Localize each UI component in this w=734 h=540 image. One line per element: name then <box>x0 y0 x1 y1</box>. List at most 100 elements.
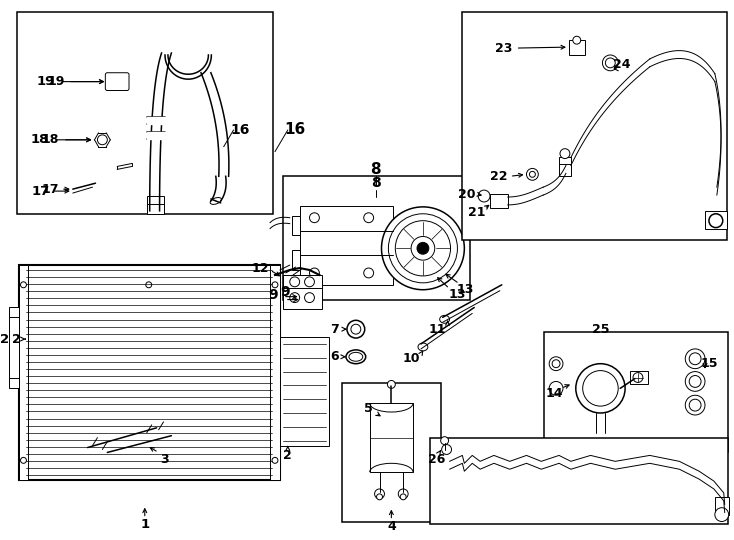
Bar <box>147 196 164 214</box>
Bar <box>544 332 727 453</box>
Text: 10: 10 <box>402 352 420 365</box>
Circle shape <box>633 373 643 382</box>
Ellipse shape <box>210 198 222 205</box>
Bar <box>280 337 330 445</box>
Bar <box>630 370 648 384</box>
Text: 9: 9 <box>280 285 290 299</box>
Bar <box>490 194 508 208</box>
Text: 2: 2 <box>283 449 292 462</box>
Bar <box>18 265 280 480</box>
Circle shape <box>146 282 152 288</box>
Ellipse shape <box>349 353 363 361</box>
Circle shape <box>400 494 406 500</box>
Circle shape <box>347 320 365 338</box>
Text: 5: 5 <box>364 402 373 415</box>
Text: 4: 4 <box>387 520 396 533</box>
Circle shape <box>715 508 729 522</box>
Circle shape <box>382 207 465 290</box>
Text: 1: 1 <box>140 518 149 531</box>
Circle shape <box>388 381 396 388</box>
Bar <box>569 40 585 55</box>
Circle shape <box>560 148 570 159</box>
Text: 23: 23 <box>495 42 512 55</box>
Circle shape <box>272 282 278 288</box>
Circle shape <box>606 58 615 68</box>
Circle shape <box>686 349 705 369</box>
Text: 9: 9 <box>268 288 277 302</box>
Text: 2: 2 <box>0 333 9 346</box>
Bar <box>370 403 413 472</box>
Circle shape <box>573 36 581 44</box>
Text: 25: 25 <box>592 323 609 336</box>
Circle shape <box>21 457 26 463</box>
Circle shape <box>549 381 563 395</box>
Circle shape <box>603 55 618 71</box>
Circle shape <box>351 324 361 334</box>
Circle shape <box>364 213 374 222</box>
Text: 17: 17 <box>41 183 59 195</box>
Text: 8: 8 <box>370 162 381 177</box>
Ellipse shape <box>440 315 449 323</box>
Circle shape <box>689 353 701 364</box>
Text: 13: 13 <box>457 283 474 296</box>
Circle shape <box>686 395 705 415</box>
Text: 21: 21 <box>468 206 486 219</box>
Text: 3: 3 <box>160 453 169 466</box>
Text: 16: 16 <box>284 123 305 138</box>
Circle shape <box>552 360 560 368</box>
Circle shape <box>310 268 319 278</box>
Circle shape <box>411 237 435 260</box>
Text: 18: 18 <box>41 133 59 146</box>
Bar <box>715 497 729 515</box>
Circle shape <box>374 489 385 499</box>
Circle shape <box>290 277 299 287</box>
Circle shape <box>290 293 299 302</box>
Circle shape <box>583 370 618 406</box>
Circle shape <box>689 399 701 411</box>
Circle shape <box>388 214 457 283</box>
Text: 17: 17 <box>31 185 49 198</box>
Circle shape <box>575 364 625 413</box>
Circle shape <box>396 221 451 276</box>
Bar <box>283 176 470 300</box>
Circle shape <box>570 41 584 55</box>
Circle shape <box>440 437 448 444</box>
Circle shape <box>305 293 314 302</box>
Bar <box>147 132 164 139</box>
Circle shape <box>686 372 705 392</box>
Text: 12: 12 <box>252 261 269 274</box>
Text: 18: 18 <box>31 133 49 146</box>
Bar <box>18 265 29 480</box>
Bar <box>342 383 440 522</box>
Bar <box>299 206 393 285</box>
Text: 16: 16 <box>230 123 250 137</box>
Text: 11: 11 <box>429 323 446 336</box>
Circle shape <box>478 190 490 202</box>
Circle shape <box>549 357 563 370</box>
Text: 20: 20 <box>457 187 475 200</box>
Circle shape <box>529 171 535 177</box>
Bar <box>291 216 299 235</box>
Circle shape <box>302 290 311 300</box>
Bar <box>705 211 727 228</box>
Text: 15: 15 <box>700 357 718 370</box>
Bar <box>17 11 273 214</box>
Circle shape <box>494 197 502 205</box>
Text: 13: 13 <box>448 288 466 301</box>
Circle shape <box>399 489 408 499</box>
Bar <box>9 307 18 388</box>
Bar <box>430 437 727 524</box>
Text: 24: 24 <box>614 58 631 71</box>
Circle shape <box>364 268 374 278</box>
Bar <box>291 250 299 270</box>
Text: 2: 2 <box>12 333 21 346</box>
Circle shape <box>417 242 429 254</box>
Circle shape <box>310 213 319 222</box>
Ellipse shape <box>346 350 366 364</box>
Text: 19: 19 <box>47 75 65 88</box>
Circle shape <box>709 214 723 227</box>
Ellipse shape <box>418 343 428 351</box>
Ellipse shape <box>302 290 311 300</box>
Bar <box>270 265 280 480</box>
Circle shape <box>526 168 538 180</box>
